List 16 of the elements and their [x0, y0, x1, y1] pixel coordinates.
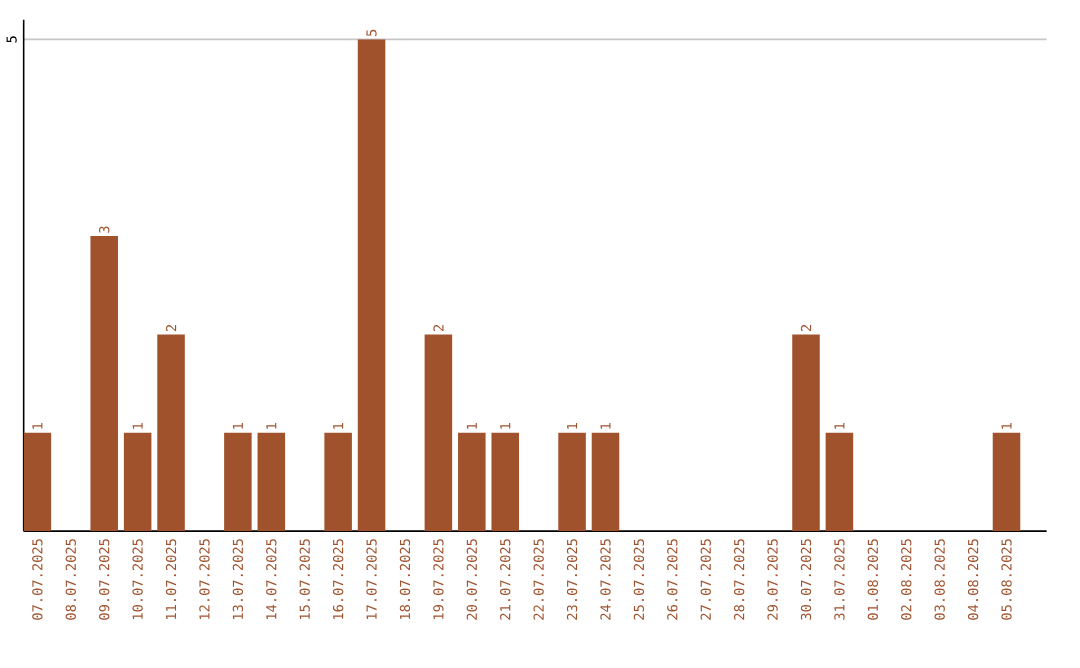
bar [90, 235, 118, 531]
bar [458, 432, 486, 531]
bar [357, 38, 386, 531]
bar [224, 432, 252, 531]
bar [257, 432, 286, 531]
bar [424, 334, 453, 531]
bar [558, 432, 586, 531]
bar [792, 334, 820, 531]
bar [992, 432, 1021, 531]
bar [825, 432, 854, 531]
bar [491, 432, 519, 531]
bar [157, 334, 185, 531]
bar [23, 432, 52, 531]
bar [591, 432, 620, 531]
bar [324, 432, 352, 531]
bar [123, 432, 152, 531]
